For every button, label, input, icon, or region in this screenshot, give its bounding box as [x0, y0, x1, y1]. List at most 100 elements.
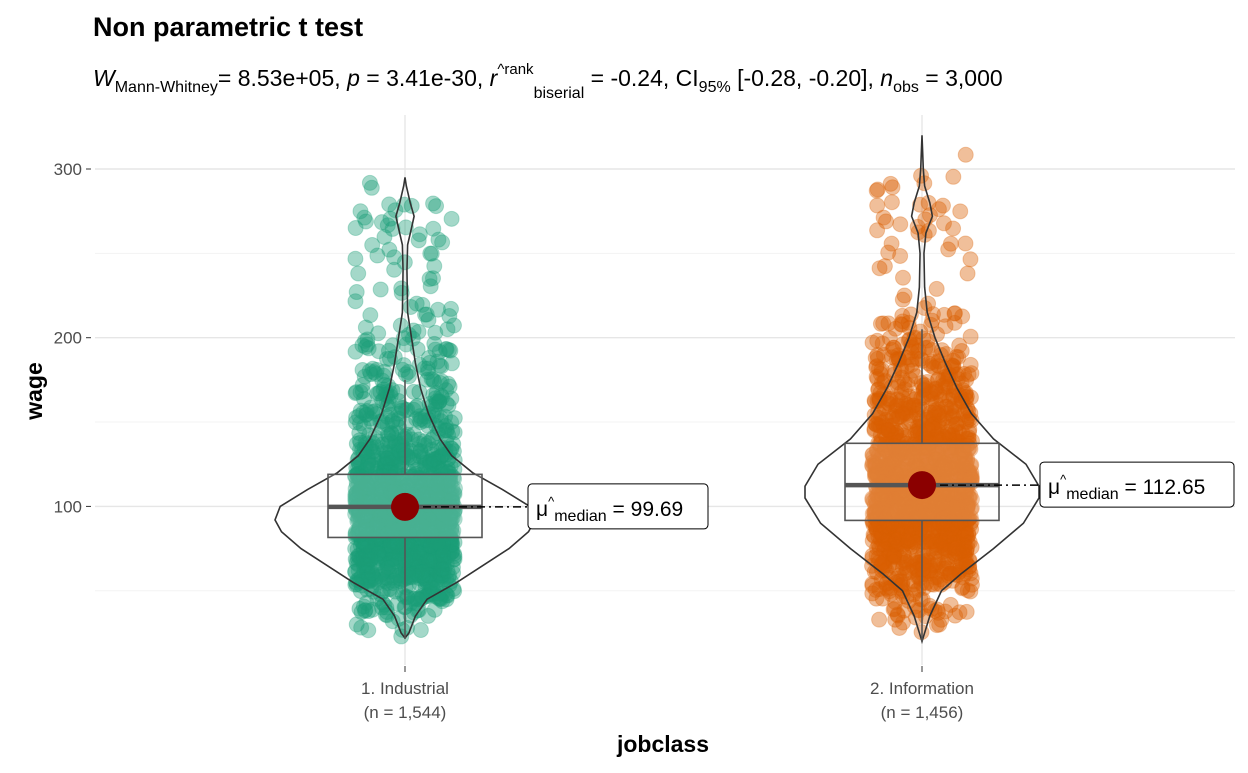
data-point: [379, 398, 396, 415]
data-point: [437, 524, 454, 541]
data-point: [381, 546, 398, 563]
data-point: [420, 311, 437, 328]
data-point: [433, 520, 450, 537]
data-point: [903, 533, 920, 550]
data-point: [945, 168, 962, 185]
data-point: [382, 443, 399, 460]
data-point: [395, 357, 412, 374]
data-point: [367, 428, 384, 445]
data-point: [434, 593, 451, 610]
data-point: [867, 349, 884, 366]
data-point: [355, 540, 372, 557]
data-point: [422, 487, 439, 504]
data-point: [895, 537, 912, 554]
data-point: [349, 451, 366, 468]
data-point: [376, 442, 393, 459]
data-point: [871, 611, 888, 628]
data-point: [949, 567, 966, 584]
data-point: [428, 553, 445, 570]
data-point: [360, 340, 377, 357]
data-point: [367, 571, 384, 588]
data-point: [897, 395, 914, 412]
data-point: [382, 210, 399, 227]
data-point: [359, 564, 376, 581]
data-point: [381, 515, 398, 532]
data-point: [957, 146, 974, 163]
data-point: [358, 461, 375, 478]
data-point: [347, 540, 364, 557]
data-point: [413, 478, 430, 495]
data-point: [387, 434, 404, 451]
data-point: [390, 384, 407, 401]
data-point: [421, 509, 438, 526]
data-point: [397, 563, 414, 580]
data-point: [417, 408, 434, 425]
data-point: [376, 573, 393, 590]
median-hat: ^: [1060, 472, 1067, 487]
data-point: [383, 544, 400, 561]
data-point: [427, 528, 444, 545]
data-point: [897, 565, 914, 582]
data-point: [350, 556, 367, 573]
data-point: [883, 501, 900, 518]
data-point: [413, 544, 430, 561]
data-point: [393, 284, 410, 301]
data-point: [407, 518, 424, 535]
data-point: [414, 296, 431, 313]
data-point: [411, 567, 428, 584]
data-point: [355, 404, 372, 421]
data-point: [914, 417, 931, 434]
data-point: [405, 401, 422, 418]
data-point: [963, 365, 980, 382]
data-point: [432, 590, 449, 607]
data-point: [363, 488, 380, 505]
data-point: [923, 533, 940, 550]
data-point: [434, 585, 451, 602]
data-point: [376, 228, 393, 245]
data-point: [957, 526, 974, 543]
data-point: [892, 517, 909, 534]
data-point: [437, 487, 454, 504]
data-point: [446, 452, 463, 469]
data-point: [907, 440, 924, 457]
data-point: [864, 575, 881, 592]
data-point: [372, 535, 389, 552]
data-point: [431, 393, 448, 410]
data-point: [446, 480, 463, 497]
data-point: [933, 537, 950, 554]
data-point: [359, 549, 376, 566]
data-point: [432, 530, 449, 547]
data-point: [423, 456, 440, 473]
data-point: [423, 456, 440, 473]
data-point: [953, 392, 970, 409]
data-point: [435, 566, 452, 583]
data-point: [887, 529, 904, 546]
data-point: [924, 513, 941, 530]
data-point: [945, 523, 962, 540]
data-point: [432, 548, 449, 565]
data-point: [366, 516, 383, 533]
data-point: [937, 379, 954, 396]
data-point: [350, 547, 367, 564]
data-point: [364, 404, 381, 421]
data-point: [946, 507, 963, 524]
p-value: = 3.41e-30,: [360, 65, 490, 91]
data-point: [441, 308, 458, 325]
data-point: [957, 449, 974, 466]
data-point: [923, 559, 940, 576]
data-point: [433, 447, 450, 464]
data-point: [375, 473, 392, 490]
median-hat: ^: [548, 494, 555, 509]
data-point: [429, 532, 446, 549]
data-point: [430, 453, 447, 470]
data-point: [375, 514, 392, 531]
data-point: [384, 575, 401, 592]
data-point: [386, 479, 403, 496]
data-point: [426, 513, 443, 530]
data-point: [877, 498, 894, 515]
data-point: [351, 521, 368, 538]
data-point: [435, 542, 452, 559]
data-point: [424, 571, 441, 588]
data-point: [374, 436, 391, 453]
data-point: [423, 245, 440, 262]
